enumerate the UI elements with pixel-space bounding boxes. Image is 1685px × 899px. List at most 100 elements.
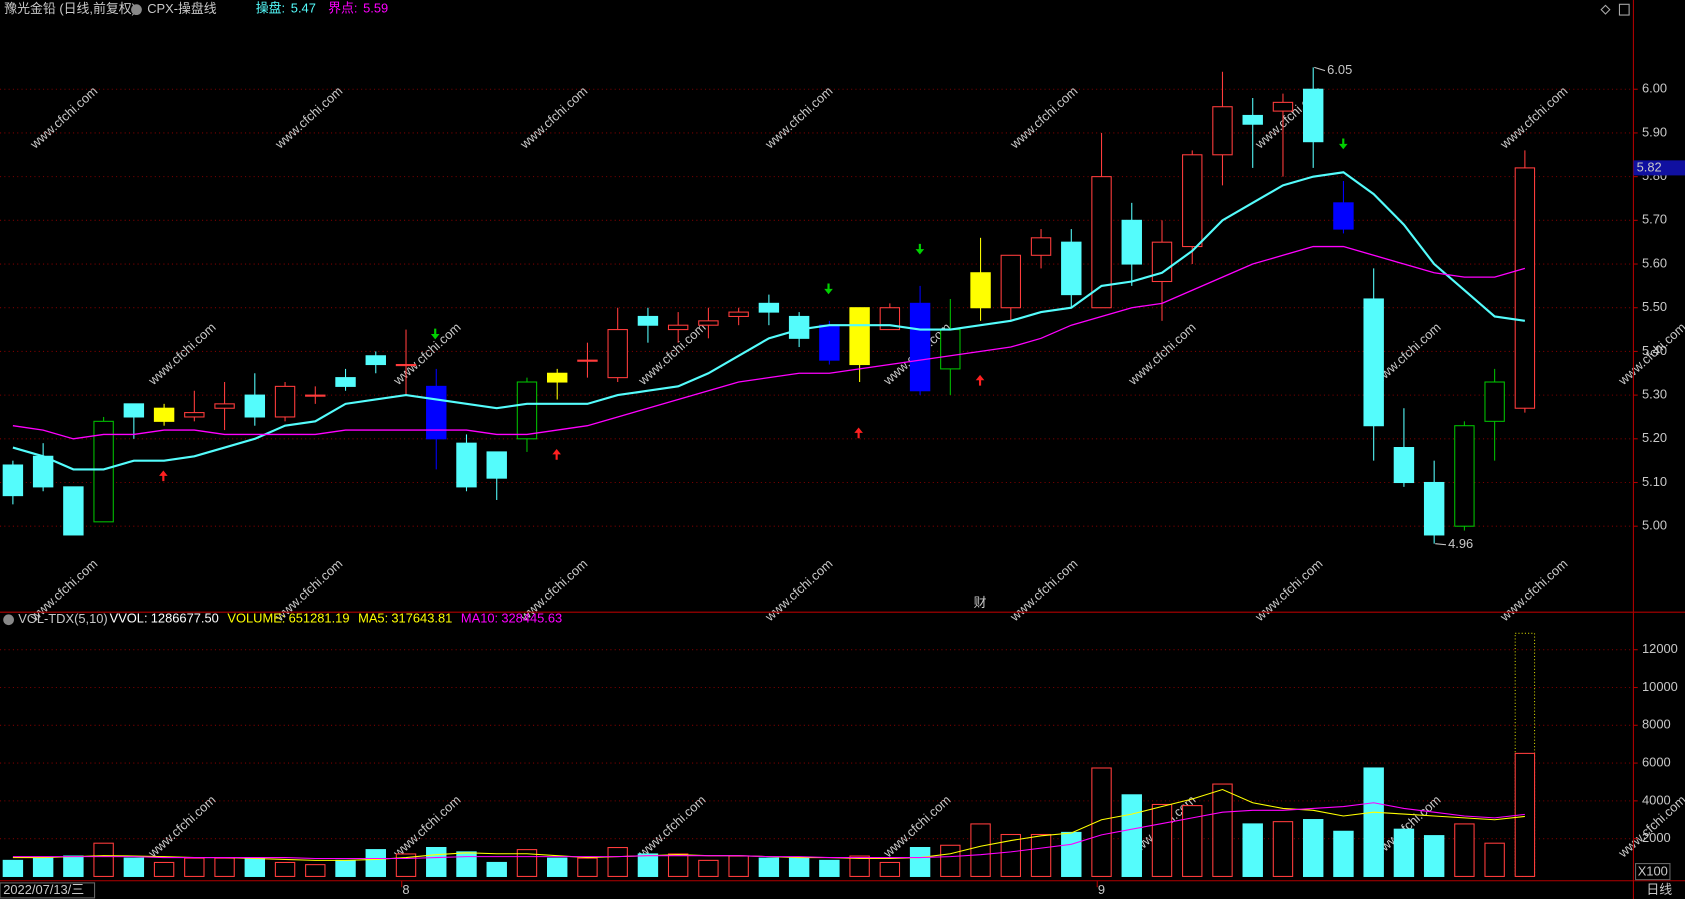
volume-unit: X100 — [1638, 864, 1668, 879]
finance-marker[interactable]: 财 — [974, 595, 987, 610]
y-tick-label: 8000 — [1642, 717, 1671, 732]
candle-body — [788, 315, 810, 339]
sell-arrow — [824, 283, 833, 295]
volume-bar — [547, 857, 568, 877]
volume-bar — [1182, 805, 1203, 877]
volume-bar — [1061, 831, 1082, 877]
candle-body — [395, 363, 417, 367]
legend-label: MA5: — [358, 611, 388, 626]
candle-body — [637, 315, 659, 326]
y-tick-label: 5.30 — [1642, 387, 1667, 402]
candle-body — [93, 420, 114, 523]
candle-body — [940, 329, 961, 370]
volume-bar — [1272, 821, 1294, 877]
volume-bar — [1454, 823, 1475, 877]
volume-bar — [667, 853, 689, 877]
y-tick-label: 5.90 — [1642, 124, 1667, 139]
candle-body — [365, 355, 386, 366]
candle-body — [1454, 425, 1475, 527]
candle-body — [819, 324, 840, 361]
candle-body — [516, 381, 538, 440]
candle-body — [1030, 237, 1052, 256]
volume-bar — [1423, 835, 1445, 877]
volume-bar — [577, 857, 598, 877]
candle-body — [728, 311, 749, 317]
candle-body — [879, 307, 901, 331]
volume-bar — [184, 857, 205, 877]
candle-body — [2, 464, 24, 497]
stock-title: 豫光金铅 (日线,前复权) — [4, 1, 136, 16]
legend-label: MA10: — [461, 611, 498, 626]
volume-bar — [849, 855, 870, 877]
high-label: 6.05 — [1327, 62, 1352, 77]
date-box — [0, 882, 96, 899]
volume-bar — [214, 857, 235, 877]
candle-body — [1212, 106, 1233, 156]
toolbar-icon[interactable] — [1618, 3, 1630, 16]
y-tick-label: 4000 — [1642, 792, 1671, 807]
candle-body — [1242, 114, 1263, 125]
volume-bar — [1000, 833, 1022, 877]
legend-label: VOLUME: — [227, 611, 285, 626]
x-tick-label: 2022/07/13/三 — [3, 882, 84, 897]
candle-body — [1182, 154, 1203, 248]
legend-name: 界点: — [328, 1, 357, 16]
volume-bar — [879, 861, 901, 877]
y-tick-label: 5.10 — [1642, 474, 1667, 489]
volume-bar — [456, 851, 477, 877]
y-tick-label: 6.00 — [1642, 81, 1667, 96]
y-tick-label: 2000 — [1642, 830, 1671, 845]
candle-body — [1333, 202, 1354, 230]
legend-value: 317643.81 — [391, 611, 452, 626]
volume-bar — [63, 855, 84, 877]
volume-bar — [940, 844, 961, 877]
volume-bar — [93, 842, 114, 877]
volume-bar — [909, 846, 931, 877]
candle-body — [849, 307, 870, 366]
lines — [12, 171, 1526, 861]
labels: 5.005.105.205.305.405.505.605.705.805.90… — [0, 62, 1685, 899]
legend-name: 操盘: — [256, 1, 285, 16]
candle-body — [909, 302, 931, 392]
high-pointer — [1314, 66, 1326, 72]
period-label[interactable]: 日线 — [1646, 882, 1672, 897]
volume-bar — [758, 857, 780, 877]
candle-body — [123, 403, 145, 418]
volume-bar — [1151, 803, 1173, 877]
candle-body — [1121, 219, 1142, 265]
volume-bar — [305, 864, 326, 877]
candle-body — [63, 486, 84, 536]
candle-body — [184, 412, 205, 418]
legend-value: 328445.63 — [501, 611, 562, 626]
volume-bar — [1302, 819, 1324, 877]
sell-arrow — [1338, 138, 1348, 150]
unit-box — [1635, 863, 1671, 881]
candle-body — [244, 394, 266, 418]
y-tick-label: 6000 — [1642, 754, 1671, 769]
candle-body — [758, 302, 780, 313]
volume-menu-icon[interactable] — [3, 614, 14, 626]
volume-bar — [1242, 823, 1263, 877]
candle-body — [1363, 298, 1384, 427]
indicator-menu-icon[interactable] — [131, 4, 142, 16]
candle-body — [1272, 101, 1294, 112]
candle-body — [305, 394, 326, 397]
y-tick-label: 5.60 — [1642, 255, 1667, 270]
toolbar-icon[interactable] — [1600, 4, 1611, 15]
marks — [2, 67, 1536, 877]
y-tick-label: 5.20 — [1642, 430, 1667, 445]
candle-body — [1393, 447, 1415, 484]
volume-ma-line — [12, 802, 1525, 860]
legend-value: 651281.19 — [289, 611, 350, 626]
sell-arrow — [430, 328, 440, 340]
volume-bar — [486, 861, 507, 877]
volume-bar — [1091, 767, 1112, 877]
x-tick-label: 8 — [402, 882, 409, 897]
y-tick-label: 5.40 — [1642, 343, 1667, 358]
candle-body — [32, 455, 54, 488]
indicator-name: CPX-操盘线 — [147, 1, 217, 16]
legend-value: 5.59 — [363, 1, 388, 16]
